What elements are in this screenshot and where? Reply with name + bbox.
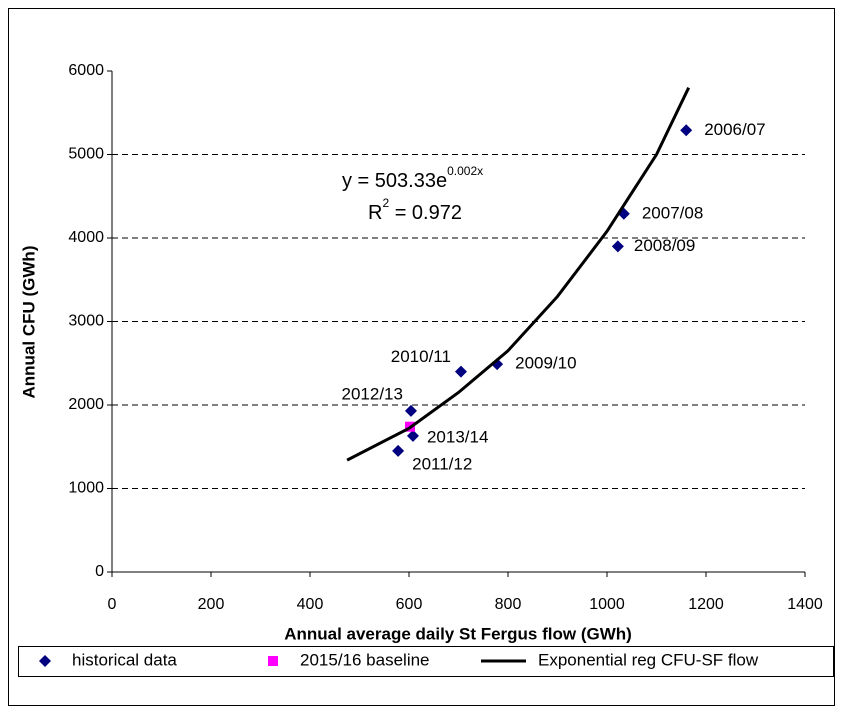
x-tick-label: 600 (396, 596, 423, 613)
x-tick-label: 800 (495, 596, 522, 613)
r2-base: R (368, 202, 382, 224)
point (392, 444, 405, 457)
point (406, 429, 419, 442)
x-tick-label: 400 (297, 596, 324, 613)
legend-marker (39, 655, 51, 667)
data-label: 2008/09 (634, 236, 695, 255)
equation: y = 503.33e0.002x (342, 164, 483, 192)
legend-box (18, 646, 834, 677)
data-label: 2007/08 (642, 203, 703, 222)
y-tick-label: 6000 (68, 62, 104, 79)
x-axis-title: Annual average daily St Fergus flow (GWh… (284, 624, 632, 643)
y-axis-title: Annual CFU (GWh) (19, 246, 38, 399)
point (404, 404, 417, 417)
y-tick-label: 3000 (68, 313, 104, 330)
legend-marker (268, 656, 278, 666)
x-tick-label: 1200 (688, 596, 724, 613)
x-tick-label: 1000 (589, 596, 625, 613)
y-tick-label: 2000 (68, 396, 104, 413)
point (611, 240, 624, 253)
r-squared: R2 = 0.972 (368, 196, 462, 224)
y-tick-label: 4000 (68, 229, 104, 246)
legend-label: historical data (72, 650, 177, 669)
data-label: 2006/07 (704, 120, 765, 139)
point (680, 124, 693, 137)
data-label: 2009/10 (515, 354, 576, 373)
x-tick-label: 1400 (787, 596, 823, 613)
point (454, 365, 467, 378)
data-label: 2010/11 (391, 347, 451, 366)
data-label: 2012/13 (342, 384, 403, 403)
x-tick-label: 0 (108, 596, 117, 613)
legend-label: 2015/16 baseline (300, 650, 430, 669)
r2-exponent: 2 (382, 196, 389, 210)
equation-exponent: 0.002x (447, 164, 483, 178)
trend-line (346, 87, 691, 462)
data-label: 2011/12 (412, 454, 472, 473)
legend-label: Exponential reg CFU-SF flow (538, 650, 759, 669)
chart-frame (8, 8, 835, 706)
r2-rest: = 0.972 (389, 202, 462, 224)
data-label: 2013/14 (427, 427, 488, 446)
x-tick-label: 200 (198, 596, 225, 613)
y-tick-label: 0 (95, 563, 104, 580)
y-tick-label: 1000 (68, 480, 104, 497)
equation-base: y = 503.33e (342, 170, 447, 192)
y-tick-label: 5000 (68, 146, 104, 163)
